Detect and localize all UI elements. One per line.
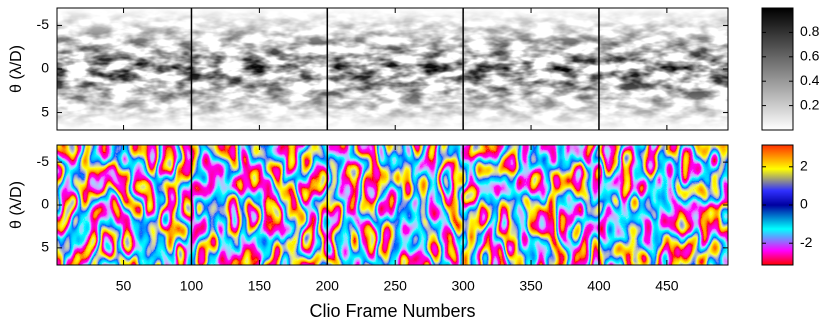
colorbar-tick-label: 0 <box>800 196 808 212</box>
x-tick-label: 300 <box>451 278 475 294</box>
y-tick-label: 0 <box>41 60 49 76</box>
x-tick-label: 250 <box>384 278 408 294</box>
y-tick-label: -5 <box>37 153 50 169</box>
colorbar <box>761 7 794 131</box>
y-tick-label: 5 <box>41 239 49 255</box>
colorbar-tick-label: 0.8 <box>800 23 820 39</box>
y-axis-label: θ (λ/D) <box>8 181 25 229</box>
colorbar-tick-label: 0.6 <box>800 48 820 64</box>
y-tick-label: -5 <box>37 16 50 32</box>
colorbar-tick-label: 2 <box>800 157 808 173</box>
colorbar <box>761 144 794 266</box>
y-tick-label: 5 <box>41 103 49 119</box>
x-tick-label: 50 <box>116 278 132 294</box>
x-tick-label: 400 <box>587 278 611 294</box>
colorbar-tick-label: 0.2 <box>800 96 820 112</box>
heatmap-gray <box>57 8 728 130</box>
x-tick-label: 200 <box>316 278 340 294</box>
x-tick-label: 100 <box>180 278 204 294</box>
y-tick-label: 0 <box>41 196 49 212</box>
x-tick-label: 450 <box>655 278 679 294</box>
x-axis-label: Clio Frame Numbers <box>309 301 475 321</box>
colorbar-tick-label: -2 <box>800 234 813 250</box>
y-axis-label: θ (λ/D) <box>8 45 25 93</box>
x-tick-label: 350 <box>519 278 543 294</box>
x-tick-label: 150 <box>248 278 272 294</box>
colorbar-tick-label: 0.4 <box>800 72 820 88</box>
heatmap-phase <box>57 145 728 265</box>
